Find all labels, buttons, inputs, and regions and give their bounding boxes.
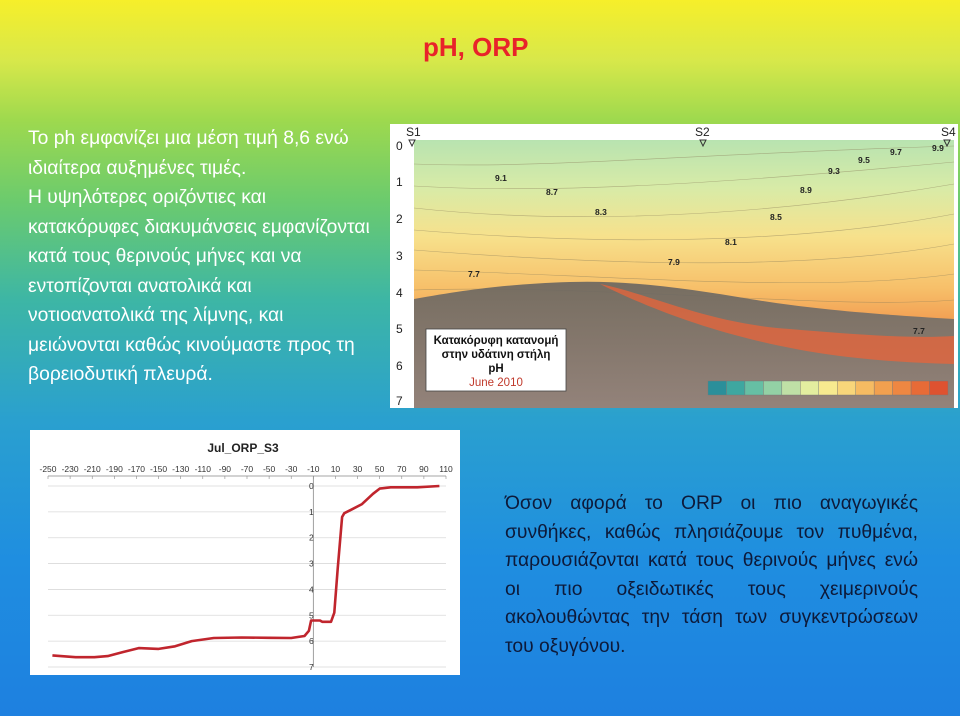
caption-line: pH [488,363,503,375]
orp-x-tick: -10 [307,464,320,474]
orp-x-tick: -170 [128,464,145,474]
caption-line: Κατακόρυφη κατανομή [434,335,559,347]
depth-tick: 2 [396,212,403,226]
caption-date: June 2010 [469,377,523,389]
left-paragraph-1: Το ph εμφανίζει μια μέση τιμή 8,6 ενώ ιδ… [28,128,349,179]
orp-x-tick: 30 [353,464,363,474]
orp-chart-title: Jul_ORP_S3 [207,441,279,455]
contour-label: 9.9 [932,143,944,153]
legend-swatch [910,380,930,396]
orp-y-tick: 4 [309,584,314,594]
orp-x-tick: 50 [375,464,385,474]
left-text-block: Το ph εμφανίζει μια μέση τιμή 8,6 ενώ ιδ… [28,124,373,390]
legend-swatch [763,380,783,396]
contour-label: 8.5 [770,212,782,222]
ph-depth-axis: 0 1 2 3 4 5 6 7 [396,139,403,408]
orp-x-tick: -30 [285,464,298,474]
ph-stations: S1 S2 S4 [406,125,956,148]
orp-series-line [52,484,440,659]
depth-tick: 5 [396,322,403,336]
orp-x-tick: -150 [150,464,167,474]
orp-chart: Jul_ORP_S3 -250 -230 -210 -190 -170 -150 -130-… [30,430,460,675]
orp-x-tick: -130 [172,464,189,474]
contour-label: 9.5 [858,155,870,165]
contour-label: 8.7 [546,187,558,197]
orp-x-tick: -210 [84,464,101,474]
legend-swatch [855,380,875,396]
caption-line: στην υδάτινη στήλη [442,349,551,361]
right-text-block: Όσον αφορά το ORP οι πιο αναγωγικές συνθ… [505,493,918,657]
orp-y-tick: 6 [309,636,314,646]
orp-y-tick: 5 [309,610,314,620]
contour-label: 8.9 [800,185,812,195]
orp-x-tick: -90 [219,464,232,474]
contour-label: 7.9 [668,257,680,267]
legend-swatch [818,380,838,396]
legend-swatch [929,380,949,396]
orp-x-tick: -50 [263,464,276,474]
legend-swatch [873,380,893,396]
legend-swatch [781,380,801,396]
orp-y-tick: 3 [309,559,314,569]
depth-tick: 3 [396,249,403,263]
orp-x-axis: -250 -230 -210 -190 -170 -150 -130 -110 -90 -70 -5… [39,464,453,479]
station-label: S2 [695,125,710,139]
legend-swatch [707,380,727,396]
contour-label: 9.3 [828,166,840,176]
station-marker-icon [408,139,416,148]
contour-label: 9.1 [495,173,507,183]
station-marker-icon [699,139,707,148]
legend-swatch [800,380,819,396]
station-label: S4 [941,125,956,139]
legend-swatch [744,380,764,396]
legend-swatch [726,380,746,396]
orp-y-tick: 1 [309,507,314,517]
depth-tick: 4 [396,286,403,300]
orp-x-tick: -190 [106,464,123,474]
orp-x-tick: -70 [241,464,254,474]
contour-label: 7.7 [913,326,925,336]
orp-y-axis: 0 1 2 3 4 5 6 7 [309,481,314,672]
ph-section-figure: 0 1 2 3 4 5 6 7 S1 S2 S4 9.1 8.7 8.3 7.7… [390,124,958,408]
station-label: S1 [406,125,421,139]
orp-y-tick: 0 [309,481,314,491]
orp-x-tick: 110 [439,464,453,474]
orp-x-tick: -110 [195,464,212,474]
contour-label: 8.1 [725,237,737,247]
orp-y-tick: 2 [309,533,314,543]
left-paragraph-2: Η υψηλότερες οριζόντιες και κατακόρυφες … [28,187,370,385]
orp-x-tick: 10 [331,464,341,474]
depth-tick: 6 [396,359,403,373]
contour-label: 7.7 [468,269,480,279]
legend-swatch [892,380,912,396]
orp-x-tick: -230 [62,464,79,474]
legend-swatch [837,380,856,396]
ph-color-legend [707,380,949,396]
contour-label: 8.3 [595,207,607,217]
orp-x-tick: -250 [39,464,56,474]
orp-x-tick: 70 [397,464,407,474]
orp-x-tick: 90 [419,464,429,474]
depth-tick: 7 [396,394,403,408]
station-marker-icon [943,139,951,148]
ph-caption-box: Κατακόρυφη κατανομή στην υδάτινη στήλη p… [425,328,567,392]
depth-tick: 0 [396,139,403,153]
slide-title: pH, ORP [423,32,529,62]
contour-label: 9.7 [890,147,902,157]
bottom-low-ph-band [600,284,954,364]
orp-y-tick: 7 [309,662,314,672]
depth-tick: 1 [396,175,403,189]
ph-contour-labels: 9.1 8.7 8.3 7.7 7.9 8.1 8.5 8.9 9.3 9.5 … [468,143,944,336]
